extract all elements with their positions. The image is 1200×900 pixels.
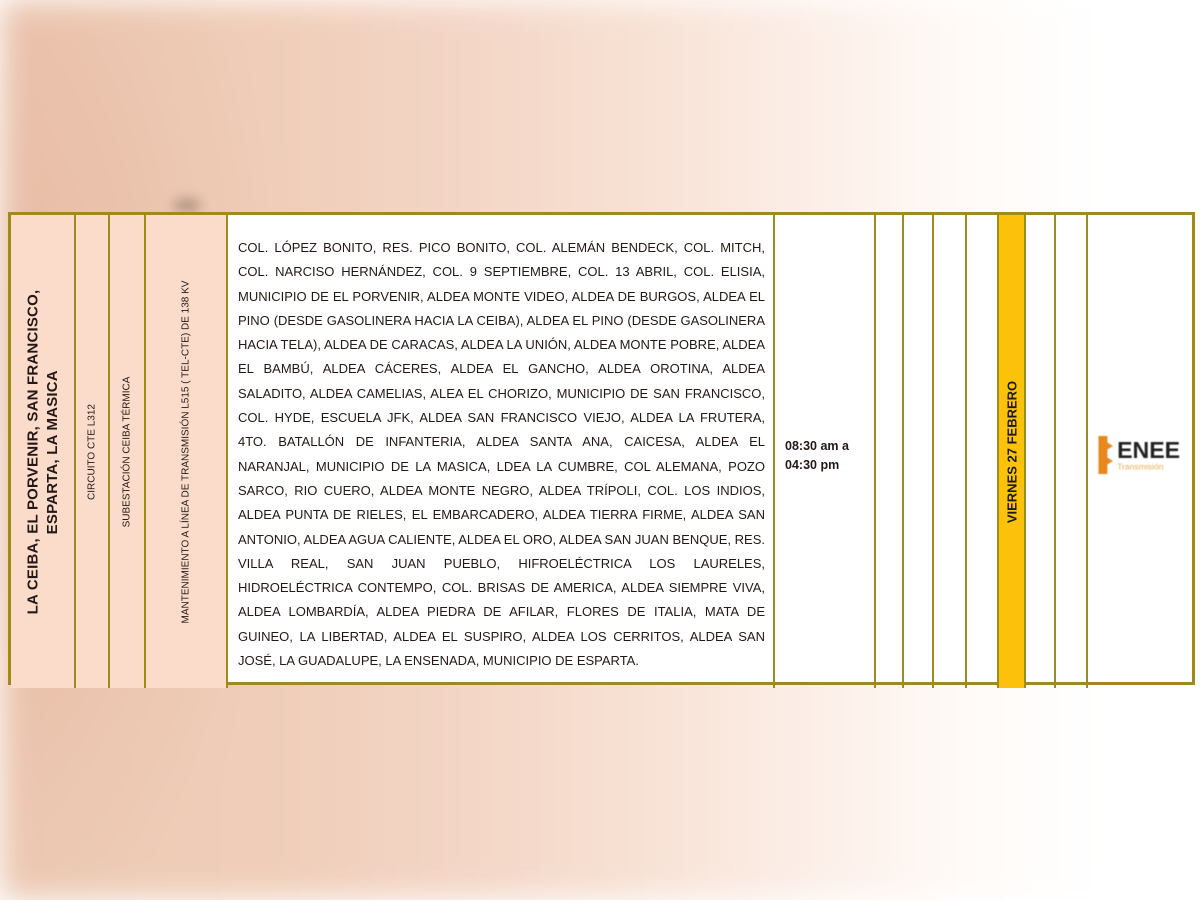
svg-text:Transmisión: Transmisión xyxy=(1117,462,1164,472)
svg-text:ENEE: ENEE xyxy=(1117,437,1180,463)
